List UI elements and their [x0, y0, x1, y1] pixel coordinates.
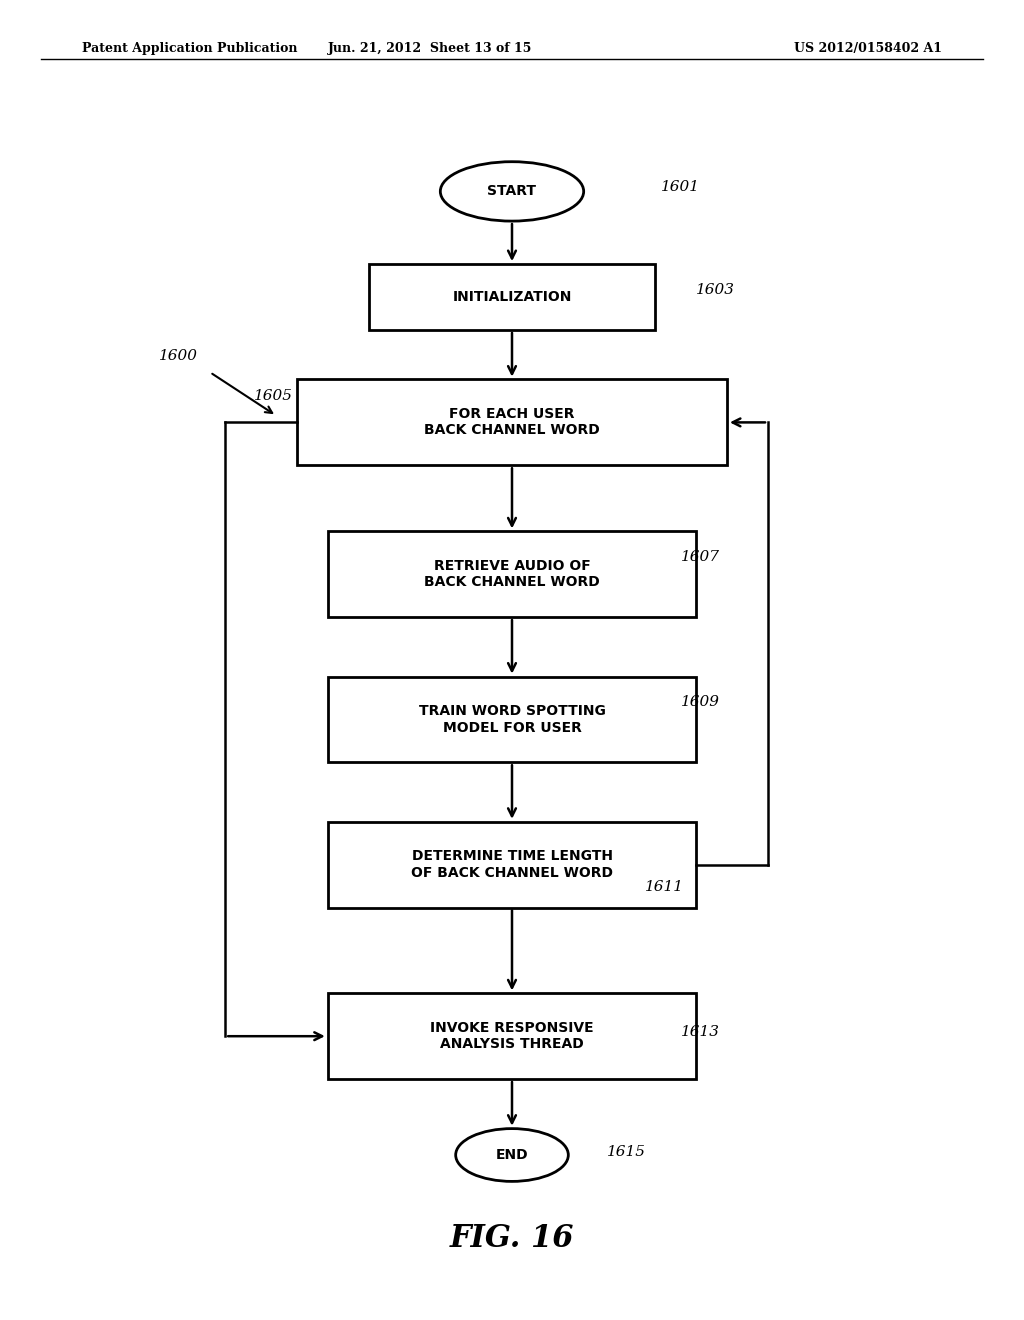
Text: Jun. 21, 2012  Sheet 13 of 15: Jun. 21, 2012 Sheet 13 of 15 [328, 42, 532, 55]
Text: 1609: 1609 [681, 696, 720, 709]
Text: 1600: 1600 [159, 350, 198, 363]
Text: 1613: 1613 [681, 1026, 720, 1039]
Text: FOR EACH USER
BACK CHANNEL WORD: FOR EACH USER BACK CHANNEL WORD [424, 408, 600, 437]
Text: END: END [496, 1148, 528, 1162]
Text: DETERMINE TIME LENGTH
OF BACK CHANNEL WORD: DETERMINE TIME LENGTH OF BACK CHANNEL WO… [411, 850, 613, 879]
Text: 1611: 1611 [645, 880, 684, 894]
Text: 1601: 1601 [660, 181, 699, 194]
Text: 1615: 1615 [607, 1146, 646, 1159]
Text: RETRIEVE AUDIO OF
BACK CHANNEL WORD: RETRIEVE AUDIO OF BACK CHANNEL WORD [424, 560, 600, 589]
Text: 1605: 1605 [254, 389, 293, 403]
Text: Patent Application Publication: Patent Application Publication [82, 42, 297, 55]
Text: START: START [487, 185, 537, 198]
Text: INITIALIZATION: INITIALIZATION [453, 290, 571, 304]
Text: INVOKE RESPONSIVE
ANALYSIS THREAD: INVOKE RESPONSIVE ANALYSIS THREAD [430, 1022, 594, 1051]
Text: 1603: 1603 [696, 284, 735, 297]
Text: FIG. 16: FIG. 16 [450, 1222, 574, 1254]
Text: US 2012/0158402 A1: US 2012/0158402 A1 [794, 42, 942, 55]
Text: 1607: 1607 [681, 550, 720, 564]
Text: TRAIN WORD SPOTTING
MODEL FOR USER: TRAIN WORD SPOTTING MODEL FOR USER [419, 705, 605, 734]
